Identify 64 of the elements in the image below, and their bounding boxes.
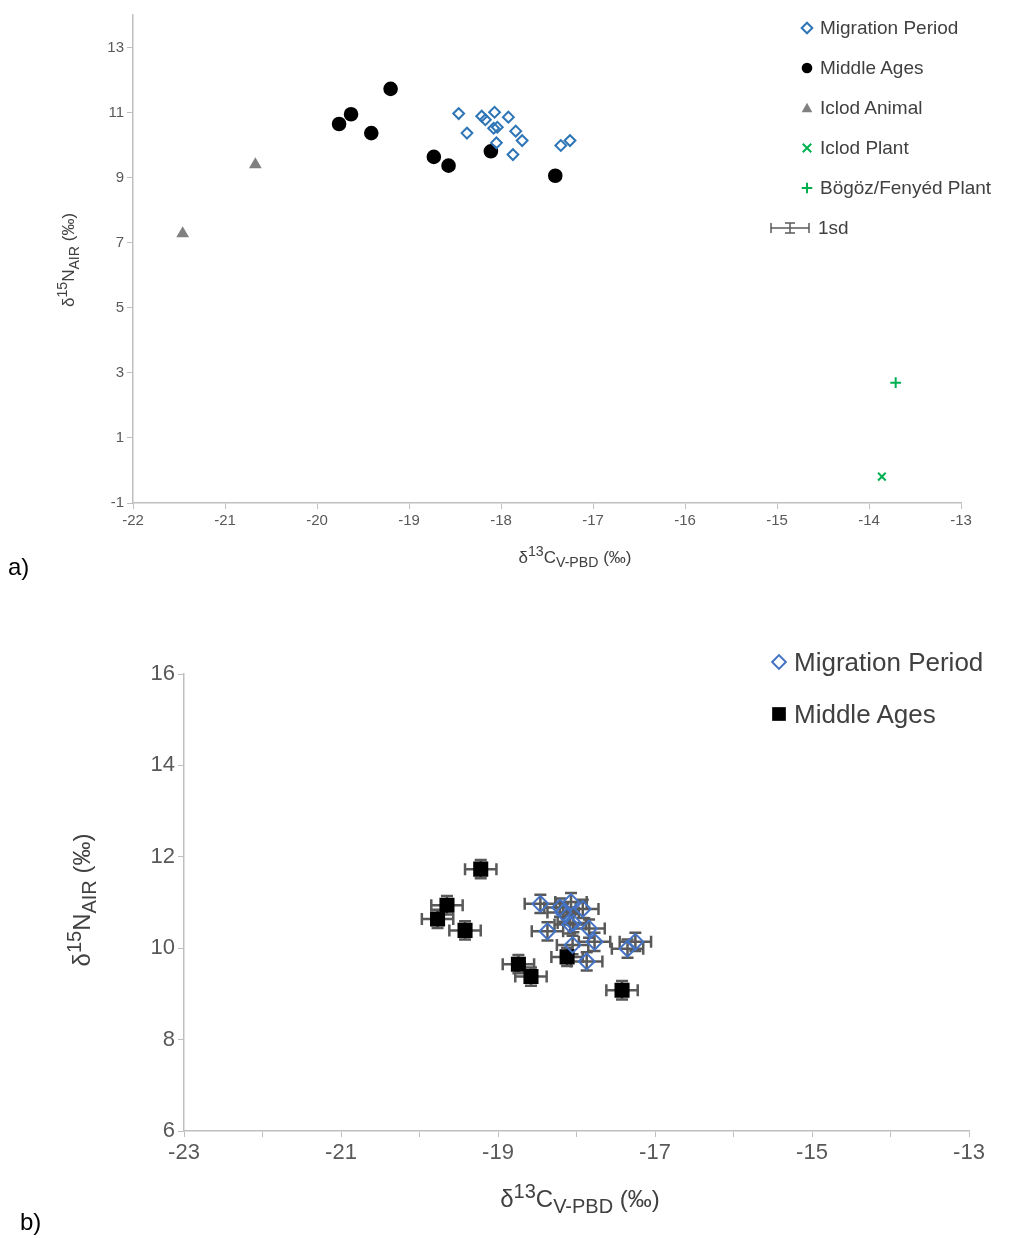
text: b) [20, 1208, 42, 1236]
annotation: 1sd [818, 217, 849, 239]
point [475, 109, 489, 123]
x-axis-title: δ$^{13}$C$_{V-PBD}$ (‰) [500, 1180, 660, 1218]
point [452, 107, 466, 120]
legend-label: Iclod Plant [820, 137, 909, 159]
y-tick-label: 10 [150, 934, 175, 960]
point [554, 139, 568, 152]
x-tick-label: -18 [490, 511, 512, 529]
point [478, 113, 492, 127]
x-tick-label: -15 [796, 1139, 828, 1165]
point [441, 158, 456, 173]
point [877, 471, 887, 482]
y-tick-label: 3 [115, 363, 124, 381]
x-tick-label: -20 [306, 511, 328, 529]
x-tick-label: -21 [325, 1139, 357, 1165]
y-tick-label: 5 [115, 297, 124, 315]
y-tick-label: 11 [108, 102, 124, 120]
y-tick-label: 14 [150, 751, 175, 777]
point [426, 149, 442, 165]
point [501, 110, 515, 124]
y-tick-label: 12 [150, 842, 175, 868]
point [889, 376, 903, 390]
point [563, 134, 577, 147]
point [483, 144, 499, 159]
legend-label: Middle Ages [820, 57, 924, 79]
point [177, 227, 189, 238]
text: a) [8, 553, 30, 581]
point [460, 126, 474, 140]
y-tick-label: 16 [150, 660, 175, 686]
y-tick-label: -1 [110, 493, 124, 511]
y-tick-label: 13 [107, 37, 124, 55]
point [509, 124, 523, 138]
x-tick-label: -13 [953, 1139, 985, 1165]
x-tick-label: -19 [482, 1139, 514, 1165]
x-tick-label: -15 [766, 511, 788, 529]
legend-label: Migration Period [820, 17, 959, 39]
x-axis-title: δ$^{13}$C$_{V-PBD}$ (‰) [518, 543, 632, 571]
y-tick-label: 9 [115, 167, 124, 185]
point [363, 125, 379, 141]
x-tick-label: -19 [398, 511, 420, 529]
point [249, 158, 262, 169]
point [547, 168, 563, 184]
x-tick-label: -17 [639, 1139, 671, 1165]
x-tick-label: -14 [858, 511, 880, 529]
point [515, 134, 529, 147]
y-tick-label: 7 [115, 232, 124, 250]
legend-label: Middle Ages [794, 698, 936, 730]
y-tick-label: 8 [162, 1025, 175, 1051]
point [383, 81, 398, 97]
legend-label: Iclod Animal [820, 97, 923, 119]
y-tick-label: 1 [115, 428, 124, 446]
x-tick-label: -17 [582, 511, 604, 529]
x-tick-label: -16 [674, 511, 696, 529]
point [488, 105, 501, 119]
x-tick-label: -22 [122, 511, 144, 529]
point [343, 106, 359, 122]
legend-label: Migration Period [794, 646, 984, 678]
point [331, 116, 347, 132]
x-tick-label: -13 [950, 511, 972, 529]
point [506, 148, 520, 161]
legend-label: Bögöz/Fenyéd Plant [820, 177, 992, 199]
x-tick-label: -21 [214, 511, 236, 529]
point [490, 136, 503, 150]
